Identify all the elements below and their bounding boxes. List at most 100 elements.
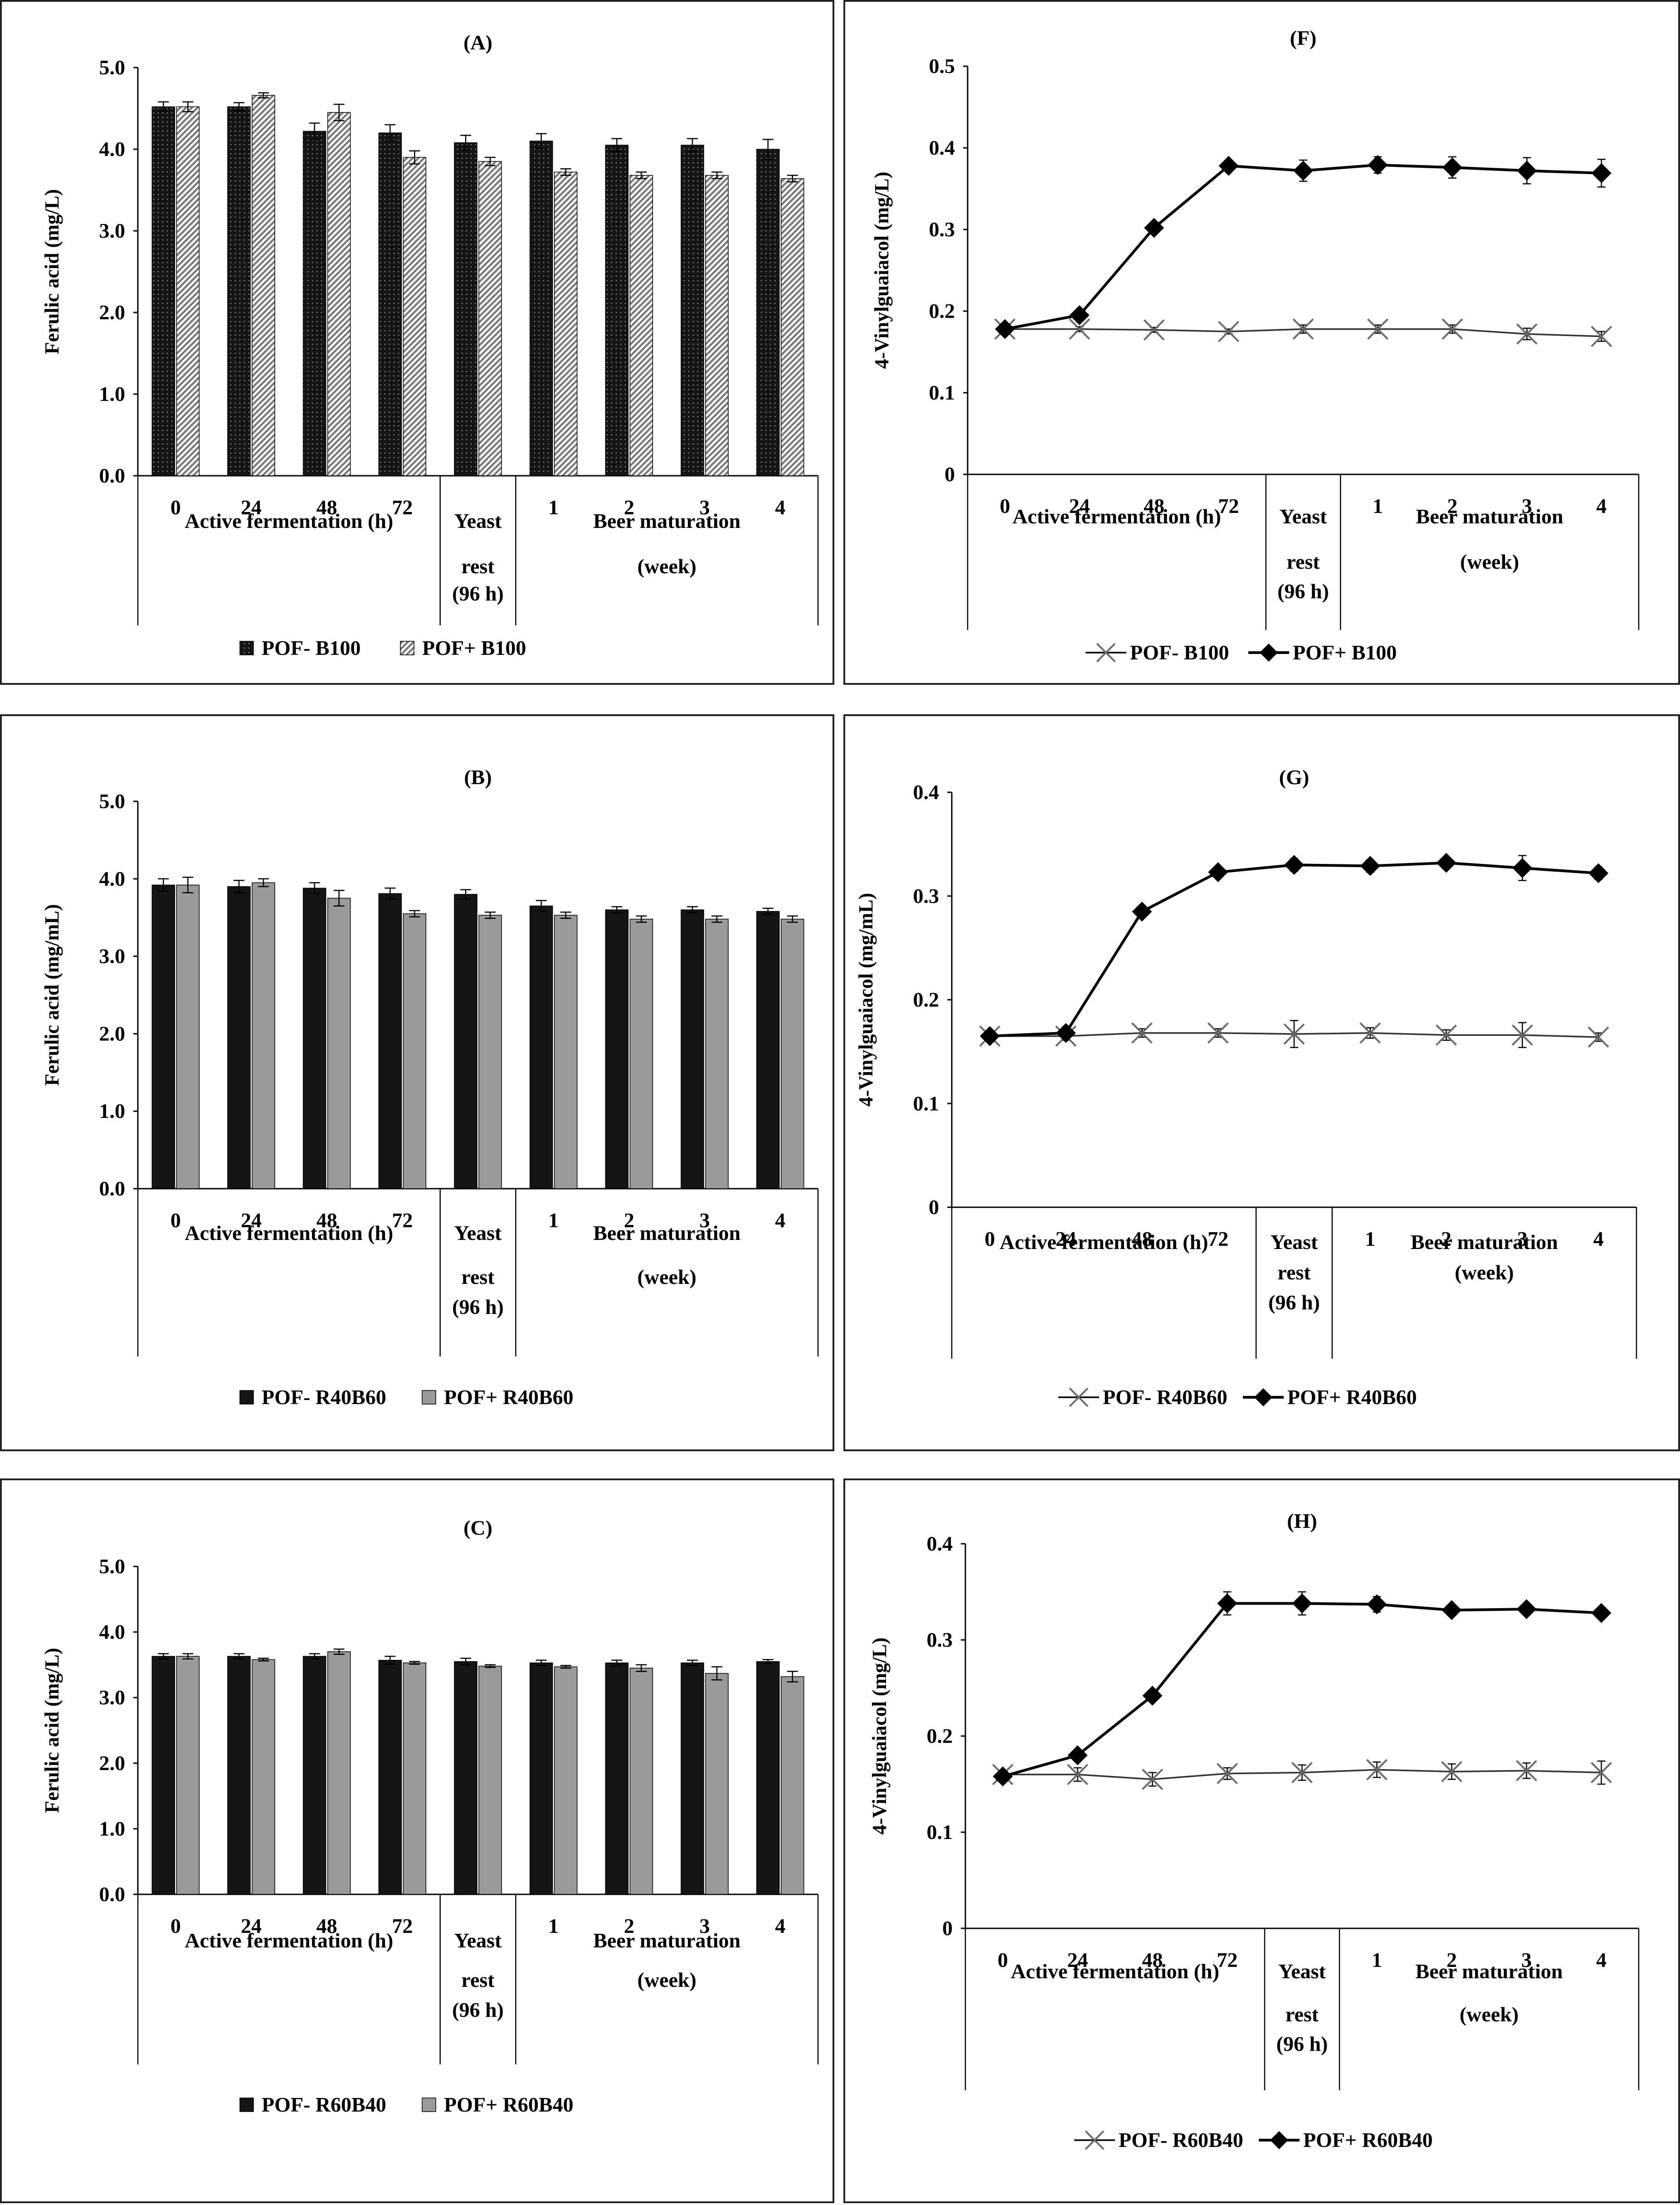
legend-label: POF- B100 xyxy=(262,636,360,659)
error-bar xyxy=(711,915,722,923)
group-label-yeast: Yeast xyxy=(1278,1960,1326,1983)
error-bar xyxy=(234,1653,244,1660)
bar-pof-plus xyxy=(629,918,653,1189)
data-point-cross xyxy=(1441,318,1463,340)
error-bar xyxy=(333,103,345,122)
data-point-diamond xyxy=(1517,161,1537,181)
group-label-yeast: rest xyxy=(461,1265,495,1288)
error-bar xyxy=(460,889,471,900)
bar-pof-minus xyxy=(454,1661,477,1895)
y-tick-label: 3.0 xyxy=(99,945,126,968)
bar-pof-minus xyxy=(529,141,553,476)
group-label-active: Active fermentation (h) xyxy=(185,1929,393,1952)
bar-pof-plus xyxy=(705,1673,729,1895)
legend: POF- R40B60 POF+ R40B60 xyxy=(1058,1385,1417,1409)
data-point-diamond xyxy=(1144,218,1164,238)
bar-pof-plus xyxy=(629,175,653,476)
x-tick-label: 2 xyxy=(1441,1227,1451,1250)
data-point-diamond xyxy=(1367,1594,1387,1615)
bar-pof-plus xyxy=(629,1668,653,1895)
x-tick-label: 0 xyxy=(984,1227,995,1250)
data-point-diamond xyxy=(1218,156,1239,176)
error-bar xyxy=(409,1661,420,1665)
error-bar xyxy=(762,907,774,915)
error-bar xyxy=(409,150,420,165)
group-label-active: Active fermentation (h) xyxy=(1000,1230,1208,1254)
data-point-diamond xyxy=(979,1026,1000,1046)
y-tick-label: 0.0 xyxy=(99,1177,126,1200)
plot-area xyxy=(151,877,804,1189)
bar-pof-plus xyxy=(478,915,502,1189)
legend: POF- R60B40 POF+ R60B40 xyxy=(239,2093,574,2116)
error-bar xyxy=(711,1666,722,1681)
data-point-cross xyxy=(1441,1761,1462,1782)
group-label-beer: Beer maturation xyxy=(593,1221,740,1244)
data-point-cross xyxy=(1292,318,1314,340)
data-point-cross xyxy=(1511,1024,1533,1046)
data-point-cross xyxy=(1516,323,1538,345)
error-bar xyxy=(309,1653,320,1660)
x-tick-label: 2 xyxy=(624,1914,634,1937)
x-tick-label: 1 xyxy=(1373,494,1383,517)
data-point-diamond xyxy=(993,1766,1013,1787)
group-label-beer: (week) xyxy=(1460,2003,1519,2026)
data-point-diamond xyxy=(1056,1023,1076,1043)
x-tick-label: 3 xyxy=(700,496,710,519)
y-tick-label: 0.0 xyxy=(99,1883,126,1906)
bar-pof-plus xyxy=(705,175,729,476)
bar-pof-plus xyxy=(252,95,275,476)
legend: POF- B100 POF+ B100 xyxy=(1086,641,1397,664)
bar-pof-plus xyxy=(327,112,351,476)
legend-swatch xyxy=(422,2098,436,2112)
error-bar xyxy=(309,122,320,140)
x-tick-label: 0 xyxy=(170,496,181,519)
error-bar xyxy=(385,124,396,142)
error-bar xyxy=(536,900,547,912)
panel-g: (G) 4-Vinylguaiacol (mg/mL) 0 0.1 0.2 0.3 0.4 0… xyxy=(843,714,1680,1451)
group-label-beer: Beer maturation xyxy=(1411,1230,1558,1254)
group-label-beer: (week) xyxy=(638,1968,696,1991)
x-tick-label: 1 xyxy=(548,496,559,519)
error-bar xyxy=(636,171,647,180)
x-tick-label: 48 xyxy=(1131,1227,1152,1250)
data-point-diamond xyxy=(1284,855,1304,875)
y-tick-label: 0.3 xyxy=(913,884,940,907)
bar-pof-plus xyxy=(403,1662,427,1895)
error-bar xyxy=(182,1653,194,1660)
error-bar xyxy=(158,878,169,892)
panel-h: (H) 4-Vinylguaiacol (mg/L) 0 0.1 0.2 0.3 0.4 0 2… xyxy=(843,1478,1680,2203)
x-tick-label: 2 xyxy=(1447,494,1457,517)
legend: POF- R40B60 POF+ R40B60 xyxy=(239,1385,574,1409)
y-tick-label: 0.2 xyxy=(913,988,940,1011)
legend-label: POF+ R40B60 xyxy=(1287,1385,1417,1409)
x-tick-label: 48 xyxy=(317,1914,337,1937)
error-bar xyxy=(258,92,269,98)
data-point-diamond xyxy=(1368,155,1388,175)
error-bar xyxy=(636,915,647,923)
data-point-diamond xyxy=(1516,1599,1537,1620)
chart-title: (H) xyxy=(1287,1509,1317,1532)
error-bar xyxy=(787,915,798,923)
chart-title: (F) xyxy=(1290,26,1317,49)
y-tick-label: 0.1 xyxy=(929,381,955,404)
data-point-diamond xyxy=(1292,1593,1312,1614)
chart-title: (C) xyxy=(463,1516,492,1539)
x-tick-label: 48 xyxy=(1142,1948,1163,1971)
group-label-beer: (week) xyxy=(638,555,696,578)
legend-label: POF+ R60B40 xyxy=(1303,2128,1433,2151)
group-label-yeast: Yeast xyxy=(1280,505,1327,528)
error-bar xyxy=(409,910,420,917)
bar-pof-minus xyxy=(756,911,780,1189)
legend-label: POF- R40B60 xyxy=(1103,1385,1227,1409)
error-bar xyxy=(182,877,194,893)
data-point-cross xyxy=(1367,318,1388,340)
error-bar xyxy=(158,1653,169,1660)
bar-pof-plus xyxy=(478,1666,502,1895)
bar-pof-plus xyxy=(780,178,804,476)
group-label-yeast: Yeast xyxy=(454,1929,502,1952)
data-point-diamond xyxy=(1436,853,1456,873)
x-tick-label: 48 xyxy=(317,1209,337,1232)
data-point-diamond xyxy=(1208,862,1228,883)
x-tick-label: 72 xyxy=(1217,1948,1238,1971)
error-bar xyxy=(158,101,169,112)
